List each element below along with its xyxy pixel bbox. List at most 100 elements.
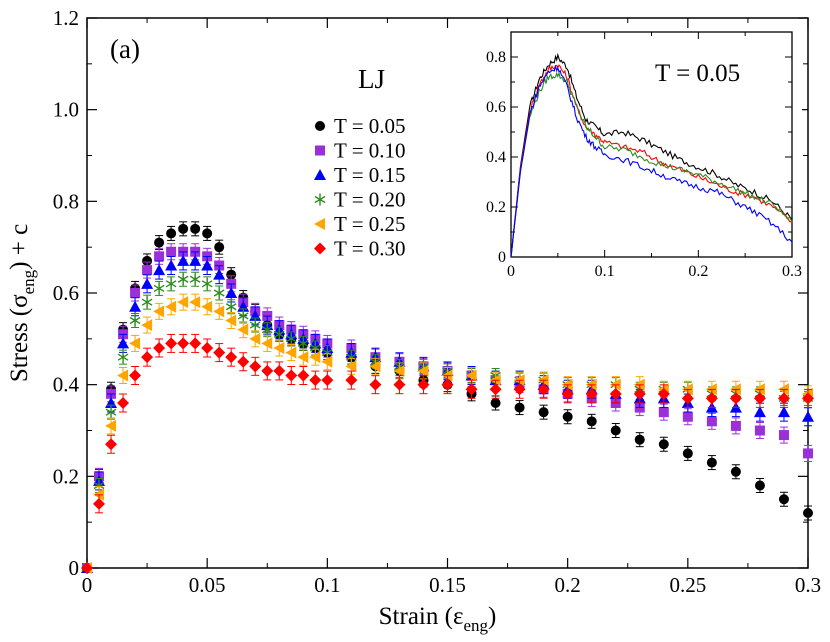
- inset-x-tick-label: 0.1: [595, 263, 615, 280]
- data-point: [117, 397, 130, 409]
- data-point: [657, 387, 670, 400]
- star-stroke: [213, 289, 225, 297]
- data-point: [117, 369, 129, 382]
- data-point: [213, 305, 225, 318]
- data-point: [201, 259, 214, 271]
- legend-marker: [314, 242, 326, 255]
- data-point: [285, 369, 298, 382]
- inset-plot: 0 0.1 0.2 0.3 0 0.2 0.4 0.6 0.8 T = 0.05: [471, 28, 802, 289]
- data-point: [778, 430, 789, 441]
- data-point: [225, 300, 237, 313]
- y-tick-label: 1.2: [53, 6, 79, 30]
- data-point: [189, 254, 202, 266]
- data-point: [189, 337, 202, 350]
- y-axis-label: Stress (σeng) + c: [6, 224, 38, 382]
- data-point: [105, 419, 117, 432]
- data-point: [309, 374, 322, 387]
- data-point: [177, 337, 190, 350]
- inset-x-tick-label: 0: [507, 263, 515, 280]
- data-point: [141, 319, 153, 332]
- y-tick-label: 0.4: [53, 373, 80, 397]
- data-point: [393, 364, 405, 377]
- x-tick-label: 0.1: [314, 573, 340, 597]
- data-point: [321, 355, 333, 368]
- data-point: [441, 378, 454, 391]
- main-plot: 0 0.05 0.1 0.15 0.2 0.25 0.3 0 0.2 0.4 0.6 0.8 1.0 1.…: [6, 6, 821, 635]
- data-point: [190, 223, 201, 234]
- data-point: [514, 402, 525, 413]
- star-stroke: [309, 344, 321, 352]
- data-point: [177, 273, 189, 286]
- data-point: [705, 392, 718, 405]
- star-stroke: [285, 335, 297, 343]
- legend-entry: T = 0.15: [334, 163, 406, 187]
- data-point: [297, 337, 309, 350]
- inset-series-line: [510, 65, 793, 258]
- data-point: [129, 314, 141, 327]
- x-tick-label: 0.25: [669, 573, 706, 597]
- data-point: [225, 351, 238, 364]
- data-point: [633, 387, 646, 400]
- data-point: [105, 406, 117, 419]
- data-point: [513, 383, 526, 396]
- data-point: [753, 392, 766, 405]
- data-point: [803, 508, 813, 518]
- data-point: [309, 351, 321, 364]
- star-stroke: [189, 275, 201, 283]
- data-point: [202, 228, 213, 239]
- data-point: [561, 387, 574, 400]
- data-point: [142, 265, 153, 276]
- x-axis-label-main: Strain (ε: [379, 603, 464, 630]
- data-point: [165, 277, 177, 290]
- x-axis-label-end: ): [488, 603, 496, 630]
- y-axis-label-sub: eng: [19, 269, 38, 294]
- series-030: [81, 333, 814, 574]
- data-point: [803, 448, 813, 459]
- data-point: [682, 411, 693, 422]
- data-point: [489, 383, 502, 396]
- legend-marker: [314, 193, 326, 206]
- star-stroke: [201, 280, 213, 288]
- star-stroke: [153, 284, 165, 293]
- legend-marker: [315, 121, 325, 131]
- data-point: [369, 378, 382, 391]
- legend-marker: [314, 169, 326, 180]
- data-point: [153, 264, 166, 276]
- data-point: [285, 346, 297, 359]
- x-tick-label: 0.15: [429, 573, 466, 597]
- legend-entry: T = 0.25: [334, 212, 406, 236]
- data-point: [214, 242, 225, 253]
- inset-background: [471, 28, 802, 289]
- data-point: [141, 277, 154, 289]
- data-point: [465, 369, 477, 382]
- data-point: [634, 434, 645, 445]
- inset-x-tick-label: 0.3: [782, 263, 802, 280]
- y-tick-label: 0.8: [53, 189, 79, 213]
- star-stroke: [165, 280, 177, 288]
- star-stroke: [346, 353, 357, 361]
- inset-x-tick-label: 0.2: [688, 263, 708, 280]
- data-point: [261, 337, 273, 350]
- x-tick-label: 0.05: [189, 573, 226, 597]
- data-point: [153, 305, 165, 318]
- data-point: [730, 420, 741, 431]
- data-point: [261, 323, 273, 336]
- data-point: [658, 439, 669, 450]
- data-point: [237, 355, 250, 368]
- data-point: [753, 406, 766, 418]
- legend-title: LJ: [358, 64, 385, 94]
- data-point: [273, 328, 285, 341]
- data-point: [189, 296, 201, 309]
- data-point: [93, 497, 106, 510]
- data-point: [117, 351, 129, 364]
- star-stroke: [321, 348, 333, 357]
- data-point: [417, 364, 429, 377]
- data-point: [682, 448, 693, 459]
- data-point: [166, 228, 177, 239]
- data-point: [249, 319, 261, 332]
- inset-y-tick-label: 0.2: [486, 199, 506, 216]
- data-point: [777, 392, 790, 405]
- inset-series-line: [510, 71, 793, 258]
- legend-entry: T = 0.10: [334, 139, 406, 163]
- inset-series-line: [510, 64, 793, 258]
